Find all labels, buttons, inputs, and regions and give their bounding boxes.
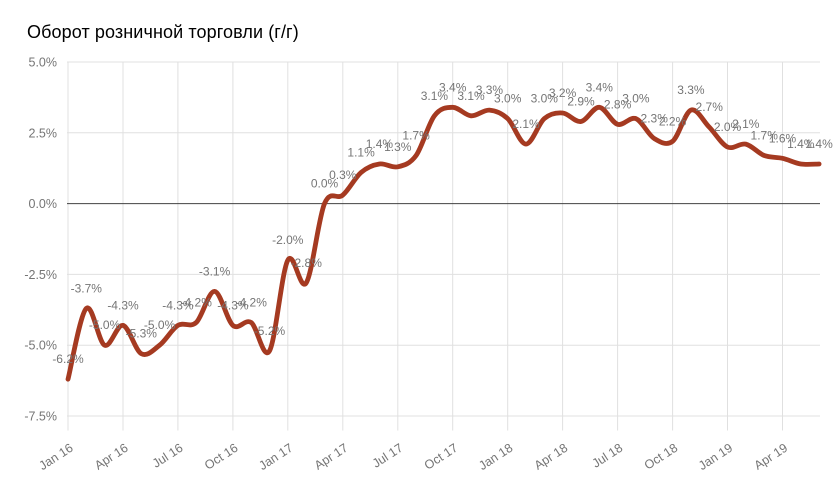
point-label: 1.4% bbox=[366, 137, 394, 151]
x-tick-label: Oct 18 bbox=[642, 441, 681, 473]
x-tick-label: Apr 17 bbox=[312, 441, 351, 473]
x-tick-label: Apr 19 bbox=[752, 441, 791, 473]
y-tick-label: -5.0% bbox=[24, 339, 57, 353]
point-label: -4.3% bbox=[217, 298, 249, 312]
point-label: -2.0% bbox=[272, 233, 304, 247]
point-label: -6.2% bbox=[52, 352, 84, 366]
series-line bbox=[65, 104, 822, 382]
point-label: 1.1% bbox=[347, 145, 375, 159]
point-label: 3.3% bbox=[677, 83, 705, 97]
point-label: 2.7% bbox=[696, 100, 724, 114]
point-label: 1.7% bbox=[751, 129, 779, 143]
point-label: -5.0% bbox=[144, 318, 176, 332]
point-label: 2.3% bbox=[641, 112, 669, 126]
point-label: -2.8% bbox=[291, 256, 323, 270]
point-label: -5.0% bbox=[89, 318, 121, 332]
point-label: 3.3% bbox=[476, 83, 504, 97]
point-label: 0.0% bbox=[311, 177, 339, 191]
point-label: 2.2% bbox=[659, 114, 687, 128]
x-tick-label: Jan 16 bbox=[37, 441, 76, 473]
point-label: 3.1% bbox=[421, 89, 449, 103]
chart-title: Оборот розничной торговли (г/г) bbox=[27, 22, 299, 42]
point-label: 3.0% bbox=[531, 92, 559, 106]
point-label: -3.1% bbox=[199, 264, 231, 278]
x-tick-label: Jan 18 bbox=[476, 441, 515, 473]
point-label: 1.3% bbox=[384, 140, 412, 154]
x-tick-label: Oct 16 bbox=[202, 441, 241, 473]
x-tick-label: Jul 16 bbox=[150, 441, 186, 471]
y-tick-label: 0.0% bbox=[29, 197, 58, 211]
point-label: 2.0% bbox=[714, 120, 742, 134]
x-tick-label: Apr 18 bbox=[532, 441, 571, 473]
x-tick-label: Apr 16 bbox=[92, 441, 131, 473]
point-label: -4.3% bbox=[162, 298, 194, 312]
point-label: 2.1% bbox=[512, 117, 540, 131]
x-tick-label: Jan 19 bbox=[696, 441, 735, 473]
y-tick-label: 5.0% bbox=[29, 56, 58, 70]
point-label: 1.6% bbox=[769, 131, 797, 145]
point-label: -3.7% bbox=[71, 281, 103, 295]
point-label: 3.0% bbox=[494, 92, 522, 106]
point-label: -4.2% bbox=[181, 296, 213, 310]
y-tick-label: 2.5% bbox=[29, 126, 58, 140]
x-tick-label: Jul 17 bbox=[370, 441, 406, 471]
x-tick-label: Oct 17 bbox=[422, 441, 461, 473]
point-label: 1.4% bbox=[805, 137, 833, 151]
point-label: 1.7% bbox=[402, 129, 430, 143]
point-label: 2.8% bbox=[604, 97, 632, 111]
point-label: 3.2% bbox=[549, 86, 577, 100]
y-tick-label: -7.5% bbox=[24, 410, 57, 424]
point-label: -4.2% bbox=[236, 296, 268, 310]
point-label: 3.1% bbox=[457, 89, 485, 103]
x-tick-label: Jul 18 bbox=[590, 441, 626, 471]
point-label: 3.4% bbox=[439, 80, 467, 94]
point-label: 0.3% bbox=[329, 168, 357, 182]
point-label: -5.3% bbox=[126, 327, 158, 341]
point-label: 3.4% bbox=[586, 80, 614, 94]
point-label: 2.1% bbox=[732, 117, 760, 131]
point-label: 2.9% bbox=[567, 95, 595, 109]
x-tick-label: Jan 17 bbox=[256, 441, 295, 473]
point-label: 3.0% bbox=[622, 92, 650, 106]
y-tick-label: -2.5% bbox=[24, 268, 57, 282]
point-label: -5.2% bbox=[254, 324, 286, 338]
point-label: 1.4% bbox=[787, 137, 815, 151]
point-label: -4.3% bbox=[107, 298, 139, 312]
